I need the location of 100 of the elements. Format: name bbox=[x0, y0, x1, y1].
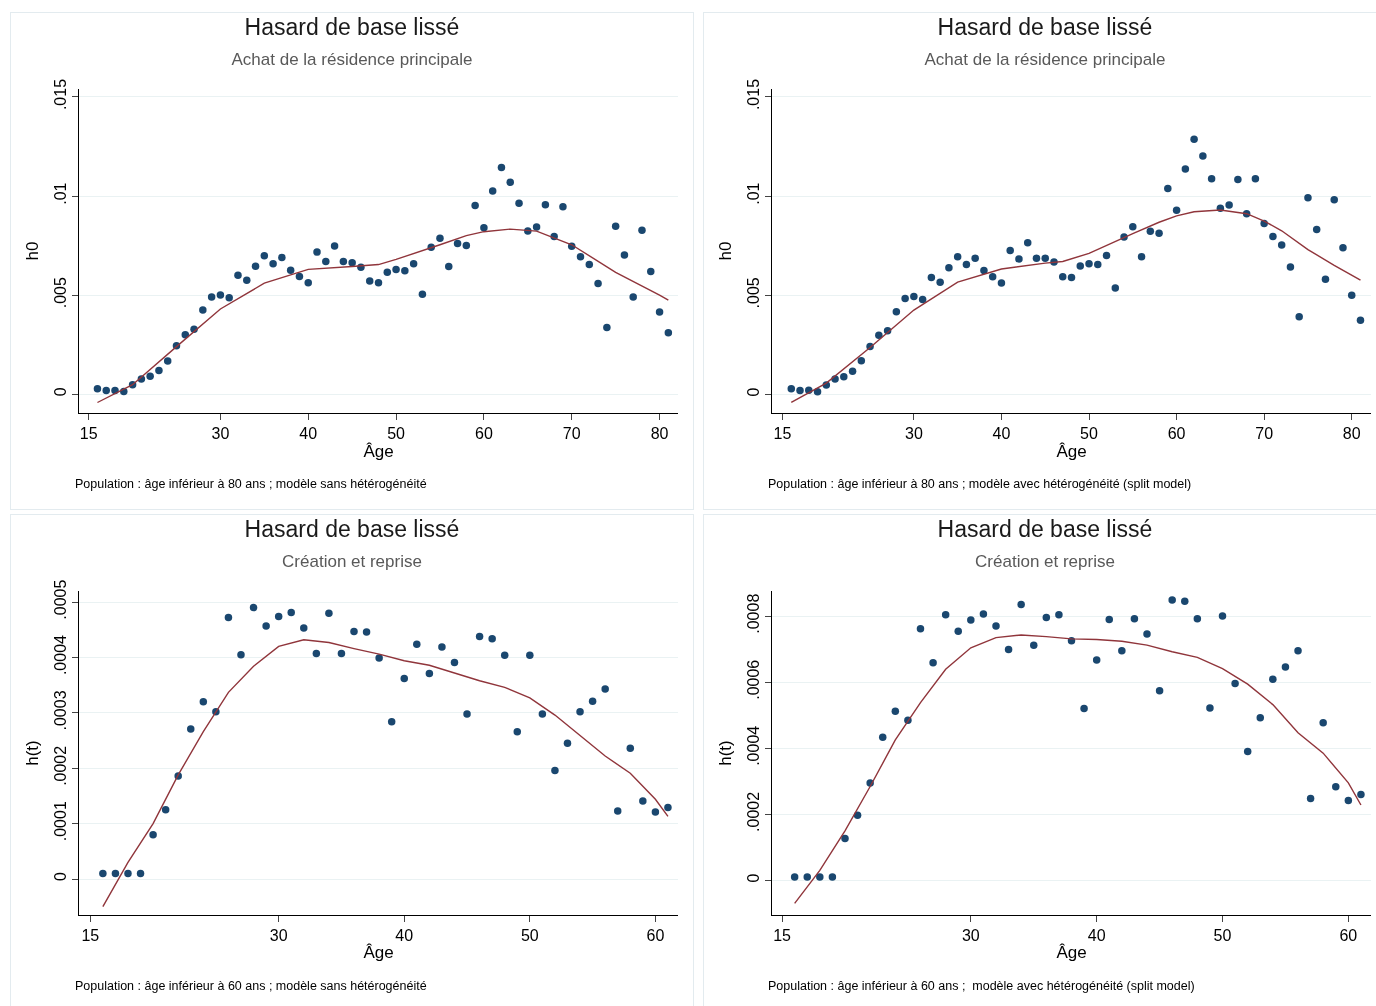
point bbox=[1269, 675, 1277, 683]
point bbox=[1017, 600, 1025, 609]
point bbox=[929, 658, 937, 667]
line-series bbox=[793, 634, 1362, 905]
point bbox=[1155, 686, 1164, 695]
point bbox=[450, 658, 459, 667]
x-tick-label: 15 bbox=[773, 425, 792, 443]
point bbox=[287, 608, 295, 617]
point bbox=[538, 710, 547, 718]
y-tick-label: 0 bbox=[51, 387, 69, 397]
point bbox=[475, 632, 484, 641]
point bbox=[111, 869, 120, 878]
y-tick-label: .01 bbox=[744, 182, 762, 205]
point bbox=[1181, 597, 1189, 605]
point bbox=[124, 869, 132, 878]
x-tick-label: 40 bbox=[1087, 927, 1106, 945]
point bbox=[1193, 614, 1202, 623]
x-tick-label: 15 bbox=[773, 927, 792, 945]
point bbox=[1344, 796, 1353, 805]
point bbox=[1004, 645, 1013, 654]
y-tick-label: .0003 bbox=[51, 690, 69, 731]
point bbox=[513, 727, 522, 736]
x-tick-label: 50 bbox=[387, 425, 406, 443]
x-tick-label: 50 bbox=[1213, 927, 1232, 945]
point bbox=[563, 739, 572, 748]
x-axis-title: Âge bbox=[1056, 442, 1087, 462]
point bbox=[1118, 647, 1126, 655]
point bbox=[224, 613, 233, 622]
point bbox=[187, 725, 195, 733]
point bbox=[438, 643, 446, 651]
y-tick-label: .0001 bbox=[51, 801, 69, 842]
y-axis-title: h(t) bbox=[23, 740, 43, 766]
y-tick-label: .0006 bbox=[744, 659, 762, 700]
point bbox=[1243, 747, 1252, 756]
point bbox=[500, 651, 509, 659]
point bbox=[375, 654, 383, 662]
x-tick-label: 80 bbox=[1342, 425, 1361, 443]
point bbox=[853, 811, 862, 820]
point bbox=[526, 651, 534, 659]
point bbox=[362, 628, 371, 636]
point bbox=[841, 834, 849, 843]
point bbox=[312, 649, 321, 658]
point bbox=[149, 830, 157, 839]
point bbox=[626, 744, 635, 753]
point bbox=[664, 803, 672, 812]
y-tick-label: .0004 bbox=[51, 634, 69, 676]
point bbox=[576, 707, 584, 716]
chart-subtitle: Création et reprise bbox=[975, 552, 1115, 572]
point bbox=[891, 707, 900, 715]
point bbox=[1080, 704, 1088, 713]
y-axis-title: h(t) bbox=[716, 740, 736, 766]
point bbox=[1105, 615, 1113, 624]
point bbox=[816, 873, 824, 881]
chart-subtitle: Achat de la résidence principale bbox=[924, 50, 1166, 70]
line-series bbox=[102, 639, 669, 908]
point bbox=[262, 622, 270, 630]
point bbox=[601, 685, 609, 693]
y-tick-label: .015 bbox=[744, 78, 762, 111]
y-tick-label: .015 bbox=[51, 78, 69, 111]
point bbox=[325, 609, 333, 617]
point bbox=[1319, 719, 1327, 727]
x-tick-label: 40 bbox=[395, 927, 414, 945]
text: Population : âge inférieur à 60 ans ; modèle avec hétérogénéité (split model) bbox=[768, 979, 1195, 993]
point bbox=[803, 873, 811, 881]
y-tick-label: .0008 bbox=[744, 593, 762, 634]
point bbox=[1281, 663, 1290, 671]
point bbox=[588, 697, 597, 705]
point bbox=[651, 808, 660, 816]
point bbox=[1130, 614, 1139, 623]
point bbox=[941, 611, 950, 619]
point bbox=[249, 603, 258, 612]
point bbox=[300, 624, 308, 632]
x-tick-label: 50 bbox=[520, 927, 539, 945]
y-axis-title: h0 bbox=[716, 241, 736, 261]
x-tick-label: 40 bbox=[992, 425, 1011, 443]
point bbox=[400, 674, 408, 683]
text: Population : âge inférieur à 80 ans ; modèle sans hétérogénéité bbox=[75, 477, 427, 491]
point bbox=[979, 610, 988, 618]
point bbox=[828, 873, 837, 881]
point bbox=[199, 698, 208, 706]
x-tick-label: 80 bbox=[650, 425, 669, 443]
x-tick-label: 60 bbox=[646, 927, 665, 945]
point bbox=[551, 766, 559, 775]
x-tick-label: 15 bbox=[79, 425, 98, 443]
y-tick-label: .005 bbox=[744, 277, 762, 309]
point bbox=[1206, 704, 1214, 712]
text: Population : âge inférieur à 80 ans ; modèle avec hétérogénéité (split model) bbox=[768, 477, 1192, 491]
point bbox=[387, 717, 396, 726]
point bbox=[967, 616, 975, 624]
point bbox=[1030, 641, 1038, 649]
point bbox=[790, 873, 799, 881]
point bbox=[274, 612, 283, 621]
point bbox=[1332, 783, 1340, 791]
point bbox=[1231, 679, 1239, 688]
x-tick-label: 60 bbox=[1167, 425, 1186, 443]
point bbox=[337, 649, 346, 658]
x-tick-label: 70 bbox=[562, 425, 581, 443]
chart-title: Hasard de base lissé bbox=[937, 14, 1153, 41]
point bbox=[1092, 656, 1101, 664]
point bbox=[425, 669, 434, 678]
